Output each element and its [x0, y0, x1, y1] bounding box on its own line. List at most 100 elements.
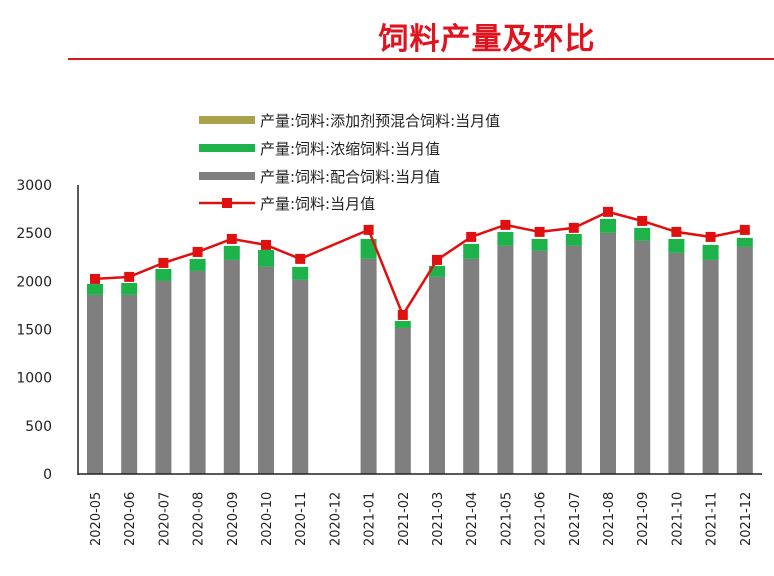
- x-tick-label: 2021-07: [568, 492, 583, 546]
- line-marker: [568, 222, 579, 233]
- legend-item: 产量:饲料:浓缩饲料:当月值: [199, 140, 440, 158]
- x-tick-label: 2020-06: [123, 492, 138, 546]
- bar-concentrate-feed: [600, 218, 616, 233]
- x-tick-label: 2021-09: [636, 492, 651, 546]
- x-tick-label: 2020-05: [89, 492, 104, 546]
- line-marker: [705, 231, 716, 242]
- bar-concentrate-feed: [258, 249, 274, 267]
- bar-compound-feed: [394, 327, 411, 474]
- y-tick-label: 0: [43, 467, 52, 483]
- bar-concentrate-feed: [668, 238, 685, 253]
- y-tick-label: 3000: [16, 178, 52, 194]
- line-marker: [90, 273, 100, 284]
- bar-compound-feed: [189, 270, 206, 474]
- bar-compound-feed: [223, 259, 240, 474]
- legend-item: 产量:饲料:当月值: [199, 195, 375, 213]
- bar-concentrate-feed: [429, 265, 445, 277]
- x-tick-label: 2021-04: [465, 492, 480, 546]
- line-marker: [671, 226, 682, 237]
- y-tick-label: 2500: [16, 226, 52, 242]
- x-tick-label: 2021-12: [739, 492, 754, 546]
- bar-compound-feed: [87, 294, 103, 474]
- y-tick-label: 1000: [16, 371, 52, 387]
- bar-compound-feed: [292, 279, 309, 474]
- line-marker: [534, 226, 545, 237]
- title-underline: [68, 58, 774, 60]
- legend-label: 产量:饲料:当月值: [260, 195, 375, 213]
- x-tick-label: 2021-05: [499, 492, 514, 546]
- legend-label: 产量:饲料:配合饲料:当月值: [260, 168, 440, 186]
- bar-compound-feed: [531, 250, 548, 474]
- x-tick-label: 2021-02: [397, 492, 412, 546]
- line-marker: [363, 224, 374, 235]
- bar-compound-feed: [702, 259, 719, 474]
- legend-swatch: [199, 172, 255, 180]
- bar-concentrate-feed: [531, 238, 548, 251]
- bar-concentrate-feed: [565, 233, 582, 246]
- bar-compound-feed: [155, 280, 172, 474]
- bar-compound-feed: [497, 245, 514, 474]
- line-marker: [295, 253, 306, 264]
- bar-compound-feed: [429, 276, 445, 474]
- x-tick-label: 2021-01: [363, 492, 378, 546]
- y-tick-label: 1500: [16, 323, 52, 339]
- line-marker: [124, 271, 135, 282]
- line-marker: [739, 224, 750, 235]
- bar-concentrate-feed: [394, 320, 411, 328]
- legend: 产量:饲料:添加剂预混合饲料:当月值产量:饲料:浓缩饲料:当月值产量:饲料:配合…: [199, 112, 500, 213]
- line-marker: [637, 215, 648, 226]
- bar-concentrate-feed: [702, 244, 719, 260]
- bar-compound-feed: [736, 246, 753, 474]
- bar-concentrate-feed: [497, 231, 514, 246]
- bar-compound-feed: [634, 240, 651, 474]
- bar-compound-feed: [668, 252, 685, 474]
- line-marker: [226, 233, 237, 244]
- x-tick-label: 2020-08: [192, 492, 207, 546]
- legend-swatch: [199, 144, 255, 152]
- bar-concentrate-feed: [736, 237, 753, 247]
- line-series: [90, 206, 750, 320]
- x-tick-label: 2021-03: [431, 492, 446, 546]
- bar-concentrate-feed: [292, 266, 309, 280]
- bar-compound-feed: [565, 245, 582, 474]
- x-tick-label: 2021-06: [534, 492, 549, 546]
- line-marker: [432, 254, 442, 265]
- y-axis: 0 500 1000 1500 2000 2500 3000: [16, 178, 79, 483]
- bar-concentrate-feed: [463, 243, 480, 259]
- line-marker: [158, 257, 169, 268]
- bar-concentrate-feed: [360, 238, 377, 259]
- line-marker: [466, 231, 477, 242]
- bar-compound-feed: [463, 258, 480, 474]
- bar-compound-feed: [600, 232, 616, 474]
- legend-item: 产量:饲料:添加剂预混合饲料:当月值: [199, 112, 500, 130]
- bars: [87, 218, 753, 474]
- line-marker: [500, 219, 511, 230]
- legend-swatch: [199, 116, 255, 124]
- line-marker: [192, 246, 203, 257]
- bar-concentrate-feed: [121, 282, 138, 295]
- chart-title: 饲料产量及环比: [378, 22, 596, 57]
- y-tick-label: 2000: [16, 274, 52, 290]
- line-marker: [261, 239, 271, 250]
- x-tick-label: 2020-12: [328, 492, 343, 546]
- legend-item: 产量:饲料:配合饲料:当月值: [199, 168, 440, 186]
- bar-concentrate-feed: [223, 245, 240, 260]
- x-tick-label: 2021-08: [602, 492, 617, 546]
- x-tick-label: 2020-11: [294, 492, 309, 546]
- legend-label: 产量:饲料:添加剂预混合饲料:当月值: [260, 112, 500, 130]
- x-tick-label: 2021-10: [670, 492, 685, 546]
- bar-compound-feed: [360, 258, 377, 474]
- legend-label: 产量:饲料:浓缩饲料:当月值: [260, 140, 440, 158]
- bar-concentrate-feed: [155, 268, 172, 281]
- y-tick-label: 500: [25, 419, 52, 435]
- line-marker: [603, 206, 613, 217]
- bar-compound-feed: [121, 294, 138, 474]
- x-tick-label: 2020-09: [226, 492, 241, 546]
- bar-concentrate-feed: [189, 258, 206, 271]
- legend-swatch-marker: [222, 198, 232, 208]
- x-axis: 2020-05 2020-06 2020-07 2020-08 2020-09 2020-…: [78, 473, 762, 546]
- x-tick-label: 2020-07: [157, 492, 172, 546]
- bar-compound-feed: [258, 266, 274, 474]
- line-marker: [397, 309, 408, 320]
